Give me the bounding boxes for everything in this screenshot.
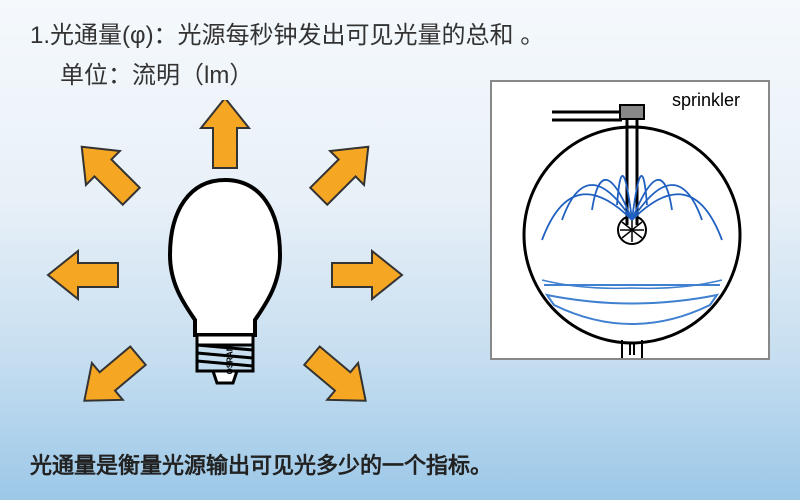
unit-subtitle: 单位：流明（lm） (60, 55, 253, 90)
sprinkler-diagram: sprinkler (490, 80, 770, 360)
summary-text: 光通量是衡量光源输出可见光多少的一个指标。 (30, 448, 492, 480)
page-title: 1.光通量(φ)：光源每秒钟发出可见光量的总和 。 (30, 15, 544, 50)
bulb-diagram: OSRAM (40, 100, 420, 440)
bulb-svg (40, 100, 420, 440)
bulb-brand-label: OSRAM (225, 345, 234, 375)
sprinkler-svg (492, 80, 768, 360)
sprinkler-text-label: sprinkler (672, 90, 740, 111)
